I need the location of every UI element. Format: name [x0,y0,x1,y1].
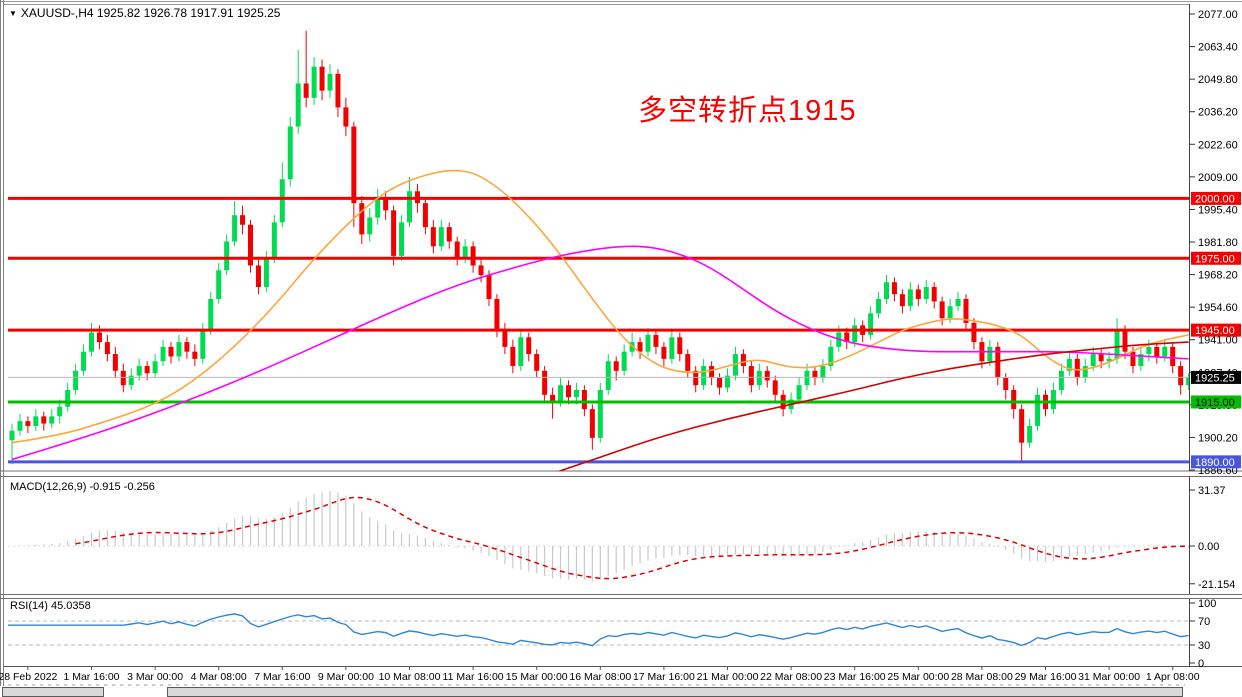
statusbar-segment-main[interactable] [167,687,1183,697]
price-tag-1975.00: 1975.00 [1191,251,1241,265]
time-tick-label: 1 Mar 16:00 [63,671,119,683]
time-tick-label: 31 Mar 00:00 [1078,671,1140,683]
ma-orange [11,169,1189,444]
price-tick-label: 1900.20 [1198,432,1238,444]
ma-darkred [557,341,1189,471]
time-tick-label: 28 Feb 2022 [0,671,58,683]
time-tick-label: 28 Mar 08:00 [951,671,1013,683]
time-tick-label: 4 Mar 08:00 [191,671,247,683]
time-tick-label: 17 Mar 16:00 [633,671,695,683]
candles [9,30,1189,465]
price-tick-label: 1995.40 [1198,204,1238,216]
rsi-tick-label: 100 [1198,598,1216,610]
price-axis[interactable]: 2077.00 2063.40 2049.80 2036.20 2022.60 2009.… [1189,9,1241,670]
ma-magenta [11,245,1189,461]
macd-signal-line [75,496,1189,580]
chart-annotation-text: 多空转折点1915 [638,95,857,127]
rsi-tick-label: 30 [1198,640,1210,652]
price-tag-1945.00: 1945.00 [1191,323,1241,337]
time-tick-label: 21 Mar 00:00 [697,671,759,683]
time-tick-label: 16 Mar 08:00 [569,671,631,683]
ohlc-toggle-icon[interactable]: ▼ [9,9,17,18]
price-tick-label: 1981.80 [1198,237,1238,249]
price-tick-label: 2009.00 [1198,172,1238,184]
macd-tick-label: 31.37 [1198,485,1226,497]
symbol-bar: ▼ XAUUSD-,H4 1925.82 1926.78 1917.91 1925… [9,6,280,20]
price-tick-label: 2077.00 [1198,9,1238,21]
price-tag-2000.00: 2000.00 [1191,191,1241,205]
time-tick-label: 15 Mar 00:00 [506,671,568,683]
rsi-line [8,613,1189,647]
macd-indicator-label: MACD(12,26,9) -0.915 -0.256 [10,481,155,493]
macd-tick-label: 0.00 [1198,541,1219,553]
time-tick-label: 29 Mar 16:00 [1015,671,1077,683]
rsi-panel [8,613,1189,647]
time-tick-label: 3 Mar 00:00 [127,671,183,683]
price-tag-1890.00: 1890.00 [1191,455,1241,469]
price-tag-1915.00: 1915.00 [1191,395,1241,409]
price-tick-label: 2063.40 [1198,42,1238,54]
statusbar-segment-left[interactable] [2,687,104,697]
rsi-tick-label: 0 [1198,658,1204,670]
price-tick-label: 1968.20 [1198,270,1238,282]
svg-text:1890.00: 1890.00 [1195,457,1235,469]
rsi-tick-label: 70 [1198,616,1210,628]
time-tick-label: 25 Mar 00:00 [887,671,949,683]
time-tick-label: 23 Mar 16:00 [824,671,886,683]
symbol-ohlc-text: XAUUSD-,H4 1925.82 1926.78 1917.91 1925.… [20,6,281,20]
time-tick-label: 10 Mar 08:00 [379,671,441,683]
time-tick-label: 11 Mar 16:00 [443,671,504,683]
macd-tick-label: -21.154 [1198,579,1235,591]
svg-text:1915.00: 1915.00 [1195,397,1235,409]
time-tick-label: 9 Mar 00:00 [318,671,374,683]
svg-text:1925.25: 1925.25 [1195,372,1235,384]
svg-text:2000.00: 2000.00 [1195,193,1235,205]
time-axis[interactable]: 28 Feb 2022 1 Mar 16:00 3 Mar 00:00 4 Mar 0… [0,666,1200,686]
macd-panel [8,491,1189,582]
time-tick-label: 1 Apr 08:00 [1146,671,1200,683]
rsi-indicator-label: RSI(14) 45.0358 [10,600,91,612]
svg-text:1945.00: 1945.00 [1195,325,1235,337]
current-price-tag: 1925.25 [1191,370,1241,384]
time-tick-label: 22 Mar 08:00 [760,671,822,683]
price-tick-label: 2022.60 [1198,139,1238,151]
main-price-panel [8,30,1189,471]
price-tick-label: 1941.00 [1198,335,1238,347]
price-tick-label: 2049.80 [1198,74,1238,86]
price-tick-label: 1954.60 [1198,302,1238,314]
price-tick-label: 2036.20 [1198,107,1238,119]
time-tick-label: 7 Mar 16:00 [254,671,310,683]
svg-text:1975.00: 1975.00 [1195,253,1235,265]
